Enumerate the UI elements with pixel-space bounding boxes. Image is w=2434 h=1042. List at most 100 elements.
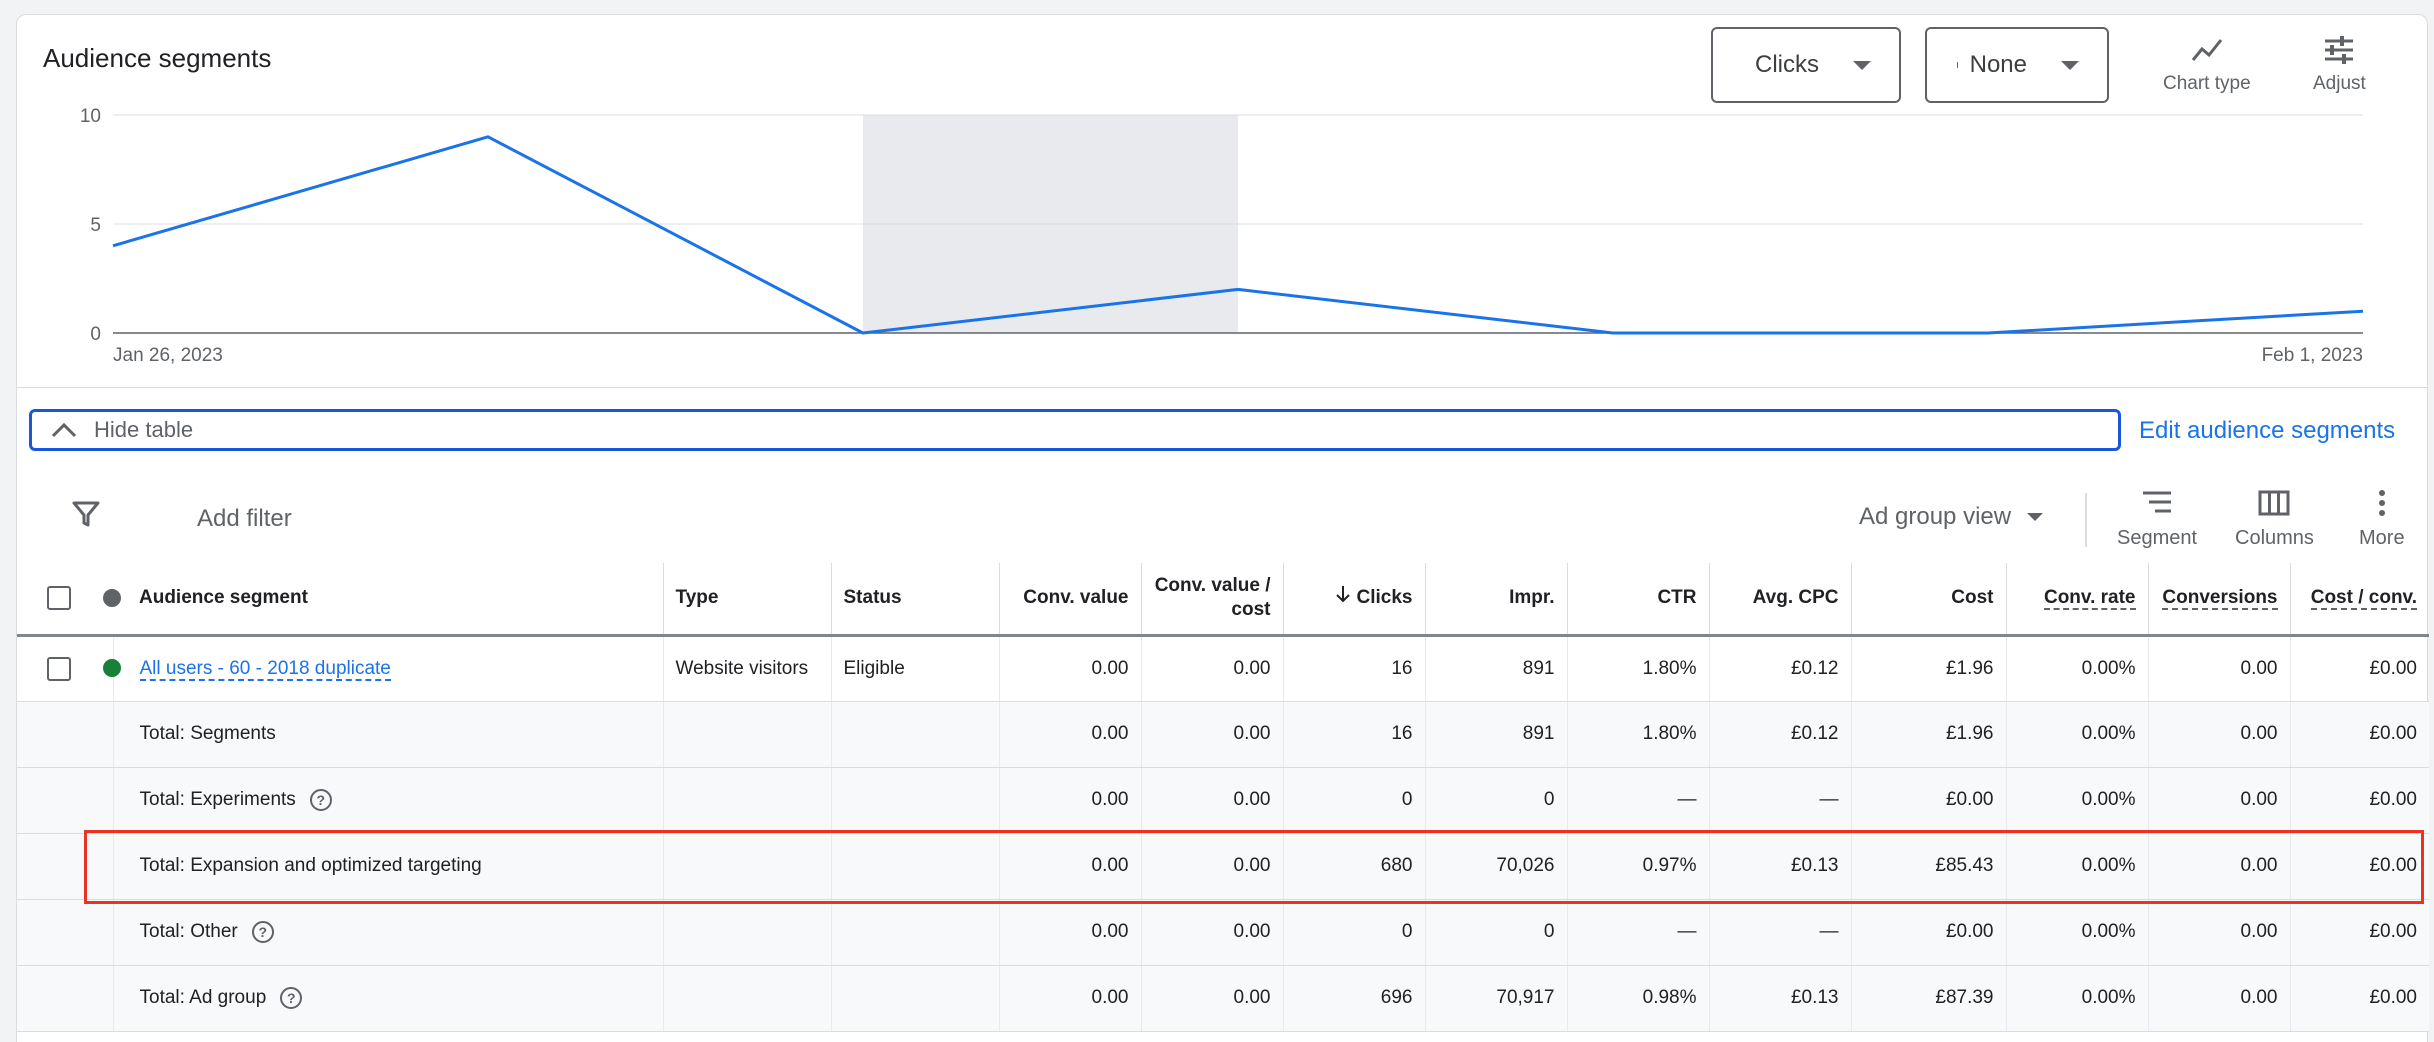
more-button[interactable]: More (2359, 489, 2405, 550)
cost-per-conv-cell: £0.00 (2290, 701, 2429, 768)
col-cost-per-conv[interactable]: Cost / conv. (2290, 563, 2429, 637)
total-label-cell: Total: Expansion and optimized targeting (113, 833, 664, 900)
eligible-status-dot-icon (103, 659, 121, 678)
cost-cell: £1.96 (1851, 635, 2007, 702)
y-tick-label: 10 (80, 106, 101, 127)
total-row-experiments: Total: Experiments? 0.00 0.00 0 0 — — £0… (17, 767, 2429, 834)
col-conv-rate[interactable]: Conv. rate (2006, 563, 2149, 637)
primary-metric-select[interactable]: Clicks (1711, 27, 1901, 103)
primary-metric-label: Clicks (1755, 51, 1819, 78)
chart-type-label: Chart type (2163, 73, 2251, 94)
ad-group-view-select[interactable]: Ad group view (1859, 503, 2044, 531)
impr-cell: 0 (1425, 767, 1568, 834)
conv-value-cell: 0.00 (999, 899, 1142, 966)
empty-cell (831, 899, 1000, 966)
select-all-checkbox[interactable] (47, 585, 71, 610)
impr-cell: 891 (1425, 701, 1568, 768)
cost-per-conv-cell: £0.00 (2290, 767, 2429, 834)
col-clicks[interactable]: Clicks (1283, 563, 1426, 637)
impr-cell: 70,026 (1425, 833, 1568, 900)
avg-cpc-cell: £0.12 (1709, 635, 1852, 702)
avg-cpc-cell: £0.13 (1709, 833, 1852, 900)
col-cost[interactable]: Cost (1851, 563, 2007, 637)
status-dot-header (65, 563, 121, 637)
x-tick-label: Jan 26, 2023 (113, 345, 223, 366)
toolbar-separator (2085, 493, 2087, 547)
empty-cell (663, 701, 832, 768)
clicks-cell: 16 (1283, 635, 1426, 702)
chevron-down-icon (2027, 513, 2044, 521)
col-ctr[interactable]: CTR (1567, 563, 1710, 637)
impr-cell: 70,917 (1425, 965, 1568, 1032)
clicks-cell: 680 (1283, 833, 1426, 900)
sliders-icon (2325, 36, 2354, 64)
audience-segments-table: Audience segment Type Status Conv. value… (17, 563, 2429, 1032)
help-icon[interactable]: ? (280, 986, 303, 1009)
chart-type-button[interactable]: Chart type (2163, 35, 2251, 95)
empty-cell (65, 833, 114, 900)
col-impr[interactable]: Impr. (1425, 563, 1568, 637)
impr-cell: 0 (1425, 899, 1568, 966)
ctr-cell: — (1567, 899, 1710, 966)
help-icon[interactable]: ? (251, 920, 274, 943)
conv-value-cost-cell: 0.00 (1141, 635, 1284, 702)
columns-button[interactable]: Columns (2235, 489, 2314, 550)
col-avg-cpc[interactable]: Avg. CPC (1709, 563, 1852, 637)
conv-value-cost-cell: 0.00 (1141, 701, 1284, 768)
columns-icon (2258, 490, 2290, 516)
col-type[interactable]: Type (663, 563, 832, 637)
clicks-cell: 16 (1283, 701, 1426, 768)
ctr-cell: 1.80% (1567, 701, 1710, 768)
cost-cell: £0.00 (1851, 767, 2007, 834)
cost-per-conv-cell: £0.00 (2290, 635, 2429, 702)
select-all-header (17, 563, 71, 637)
empty-cell (17, 833, 65, 900)
cost-cell: £85.43 (1851, 833, 2007, 900)
col-conversions-label: Conversions (2162, 586, 2278, 610)
avg-cpc-cell: — (1709, 767, 1852, 834)
col-status[interactable]: Status (831, 563, 1000, 637)
arrow-down-icon (1335, 585, 1351, 611)
col-audience-segment[interactable]: Audience segment (113, 563, 664, 637)
col-conv-value-cost[interactable]: Conv. value / cost (1141, 563, 1284, 637)
avg-cpc-cell: — (1709, 899, 1852, 966)
table-header-row: Audience segment Type Status Conv. value… (17, 563, 2429, 637)
secondary-metric-label: None (1969, 51, 2027, 78)
table-row: All users - 60 - 2018 duplicate Website … (17, 635, 2429, 702)
filter-icon[interactable] (71, 499, 101, 529)
segment-label: Segment (2117, 527, 2198, 549)
empty-cell (65, 701, 114, 768)
conversions-cell: 0.00 (2148, 635, 2291, 702)
total-label: Total: Other (139, 921, 238, 942)
hide-table-button[interactable]: Hide table (29, 409, 2121, 451)
secondary-metric-select[interactable]: None (1925, 27, 2109, 103)
ctr-cell: 0.98% (1567, 965, 1710, 1032)
empty-cell (663, 767, 832, 834)
cost-per-conv-cell: £0.00 (2290, 965, 2429, 1032)
segment-button[interactable]: Segment (2117, 489, 2197, 550)
empty-cell (831, 767, 1000, 834)
conversions-cell: 0.00 (2148, 899, 2291, 966)
empty-cell (65, 899, 114, 966)
total-row-other: Total: Other? 0.00 0.00 0 0 — — £0.00 0.… (17, 899, 2429, 966)
panel-title: Audience segments (43, 43, 272, 73)
clicks-cell: 0 (1283, 767, 1426, 834)
adjust-button[interactable]: Adjust (2313, 35, 2366, 95)
empty-cell (65, 965, 114, 1032)
impr-cell: 891 (1425, 635, 1568, 702)
status-cell: Eligible (831, 635, 1000, 702)
row-checkbox[interactable] (47, 656, 71, 681)
clicks-line-chart: 0 5 10 Jan 26, 2023 Feb 1, 2023 (80, 106, 2364, 366)
edit-audience-segments-link[interactable]: Edit audience segments (2139, 417, 2396, 444)
empty-cell (17, 701, 65, 768)
col-conv-value[interactable]: Conv. value (999, 563, 1142, 637)
audience-segments-card: Audience segments Clicks None Chart type… (16, 14, 2429, 1042)
add-filter-button[interactable]: Add filter (197, 505, 292, 532)
help-icon[interactable]: ? (309, 788, 332, 811)
conv-rate-cell: 0.00% (2006, 899, 2149, 966)
ad-group-view-label: Ad group view (1859, 503, 2012, 530)
more-vert-icon (2378, 490, 2385, 516)
col-conversions[interactable]: Conversions (2148, 563, 2291, 637)
segment-icon (2143, 491, 2172, 513)
segment-name-link[interactable]: All users - 60 - 2018 duplicate (139, 657, 391, 681)
